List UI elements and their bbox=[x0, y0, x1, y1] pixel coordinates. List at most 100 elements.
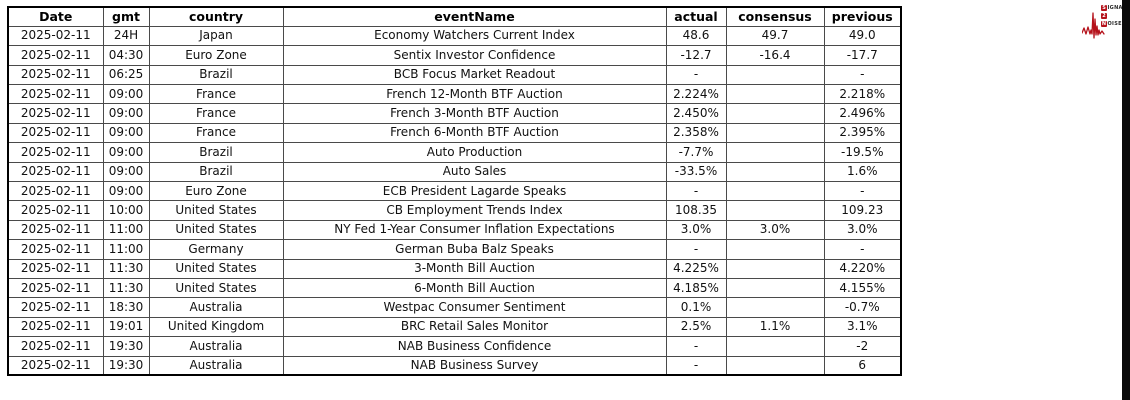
cell-consensus bbox=[725, 239, 825, 260]
cell-previous: 3.1% bbox=[823, 316, 902, 338]
cell-gmt: 06:25 bbox=[102, 64, 150, 86]
table-row: 2025-02-11 09:00 Euro Zone ECB President… bbox=[7, 181, 902, 202]
cell-country: United States bbox=[148, 219, 284, 241]
table-body: 2025-02-11 24H Japan Economy Watchers Cu… bbox=[7, 25, 902, 376]
cell-actual: -7.7% bbox=[665, 142, 727, 163]
cell-gmt: 18:30 bbox=[102, 297, 150, 318]
cell-actual: 2.224% bbox=[665, 84, 727, 105]
cell-actual: 4.225% bbox=[665, 258, 727, 279]
cell-consensus bbox=[725, 336, 825, 357]
cell-gmt: 10:00 bbox=[102, 200, 150, 221]
cell-consensus: 49.7 bbox=[725, 25, 825, 47]
cell-consensus: 1.1% bbox=[725, 316, 825, 338]
cell-country: Euro Zone bbox=[148, 45, 284, 66]
cell-event-name: French 3-Month BTF Auction bbox=[282, 103, 667, 124]
cell-event-name: Sentix Investor Confidence bbox=[282, 45, 667, 66]
table-row: 2025-02-11 11:30 United States 3-Month B… bbox=[7, 258, 902, 279]
cell-previous: - bbox=[823, 239, 902, 260]
table-row: 2025-02-11 09:00 Brazil Auto Production … bbox=[7, 142, 902, 163]
cell-country: Brazil bbox=[148, 64, 284, 86]
table-row: 2025-02-11 09:00 France French 6-Month B… bbox=[7, 122, 902, 144]
cell-country: Australia bbox=[148, 355, 284, 376]
cell-country: Brazil bbox=[148, 142, 284, 163]
cell-gmt: 09:00 bbox=[102, 181, 150, 202]
cell-event-name: Westpac Consumer Sentiment bbox=[282, 297, 667, 318]
cell-date: 2025-02-11 bbox=[7, 45, 104, 66]
table-row: 2025-02-11 19:01 United Kingdom BRC Reta… bbox=[7, 316, 902, 338]
cell-date: 2025-02-11 bbox=[7, 25, 104, 47]
table-row: 2025-02-11 18:30 Australia Westpac Consu… bbox=[7, 297, 902, 318]
col-header-event-name: eventName bbox=[282, 6, 667, 27]
cell-previous: 109.23 bbox=[823, 200, 902, 221]
cell-previous: 4.220% bbox=[823, 258, 902, 279]
cell-date: 2025-02-11 bbox=[7, 316, 104, 338]
cell-gmt: 09:00 bbox=[102, 103, 150, 124]
cell-event-name: BRC Retail Sales Monitor bbox=[282, 316, 667, 338]
cell-actual: 2.358% bbox=[665, 122, 727, 144]
cell-date: 2025-02-11 bbox=[7, 336, 104, 357]
cell-event-name: French 12-Month BTF Auction bbox=[282, 84, 667, 105]
col-header-actual: actual bbox=[665, 6, 727, 27]
cell-event-name: BCB Focus Market Readout bbox=[282, 64, 667, 86]
cell-country: Australia bbox=[148, 336, 284, 357]
cell-country: France bbox=[148, 84, 284, 105]
cell-previous: 3.0% bbox=[823, 219, 902, 241]
cell-actual: 108.35 bbox=[665, 200, 727, 221]
cell-actual: - bbox=[665, 181, 727, 202]
col-header-gmt: gmt bbox=[102, 6, 150, 27]
cell-actual: - bbox=[665, 336, 727, 357]
table-row: 2025-02-11 09:00 France French 12-Month … bbox=[7, 84, 902, 105]
cell-previous: 49.0 bbox=[823, 25, 902, 47]
cell-date: 2025-02-11 bbox=[7, 297, 104, 318]
cell-country: United States bbox=[148, 200, 284, 221]
cell-actual: -33.5% bbox=[665, 161, 727, 183]
cell-previous: - bbox=[823, 64, 902, 86]
cell-event-name: ECB President Lagarde Speaks bbox=[282, 181, 667, 202]
cell-country: United Kingdom bbox=[148, 316, 284, 338]
cell-consensus bbox=[725, 297, 825, 318]
table-row: 2025-02-11 19:30 Australia NAB Business … bbox=[7, 355, 902, 376]
cell-country: France bbox=[148, 122, 284, 144]
cell-consensus bbox=[725, 200, 825, 221]
cell-consensus bbox=[725, 355, 825, 376]
cell-consensus bbox=[725, 64, 825, 86]
cell-date: 2025-02-11 bbox=[7, 103, 104, 124]
cell-event-name: Auto Sales bbox=[282, 161, 667, 183]
table-row: 2025-02-11 09:00 Brazil Auto Sales -33.5… bbox=[7, 161, 902, 183]
cell-consensus bbox=[725, 277, 825, 299]
logo-text: S IGNAL 2 N OISE bbox=[1101, 5, 1126, 28]
cell-date: 2025-02-11 bbox=[7, 122, 104, 144]
cell-date: 2025-02-11 bbox=[7, 161, 104, 183]
cell-date: 2025-02-11 bbox=[7, 181, 104, 202]
col-header-consensus: consensus bbox=[725, 6, 825, 27]
logo-letterbox-s: S bbox=[1101, 5, 1107, 12]
cell-event-name: 6-Month Bill Auction bbox=[282, 277, 667, 299]
logo-line-signal: S IGNAL bbox=[1101, 5, 1126, 12]
cell-country: United States bbox=[148, 277, 284, 299]
cell-gmt: 24H bbox=[102, 25, 150, 47]
cell-date: 2025-02-11 bbox=[7, 142, 104, 163]
table-row: 2025-02-11 11:30 United States 6-Month B… bbox=[7, 277, 902, 299]
table-row: 2025-02-11 11:00 United States NY Fed 1-… bbox=[7, 219, 902, 241]
cell-country: United States bbox=[148, 258, 284, 279]
cell-date: 2025-02-11 bbox=[7, 200, 104, 221]
cell-consensus: 3.0% bbox=[725, 219, 825, 241]
cell-event-name: German Buba Balz Speaks bbox=[282, 239, 667, 260]
cell-previous: -19.5% bbox=[823, 142, 902, 163]
cell-consensus bbox=[725, 258, 825, 279]
cell-previous: -0.7% bbox=[823, 297, 902, 318]
cell-gmt: 11:00 bbox=[102, 239, 150, 260]
cell-country: Brazil bbox=[148, 161, 284, 183]
cell-event-name: NAB Business Survey bbox=[282, 355, 667, 376]
heartbeat-waveform-icon bbox=[1082, 12, 1105, 39]
logo-line-2: 2 bbox=[1101, 13, 1126, 20]
logo-noise-rest: OISE bbox=[1107, 21, 1122, 28]
cell-event-name: French 6-Month BTF Auction bbox=[282, 122, 667, 144]
cell-event-name: Economy Watchers Current Index bbox=[282, 25, 667, 47]
logo-signal-rest: IGNAL bbox=[1107, 5, 1127, 12]
cell-gmt: 11:00 bbox=[102, 219, 150, 241]
cell-country: Euro Zone bbox=[148, 181, 284, 202]
cell-actual: 0.1% bbox=[665, 297, 727, 318]
cell-consensus bbox=[725, 142, 825, 163]
cell-event-name: Auto Production bbox=[282, 142, 667, 163]
